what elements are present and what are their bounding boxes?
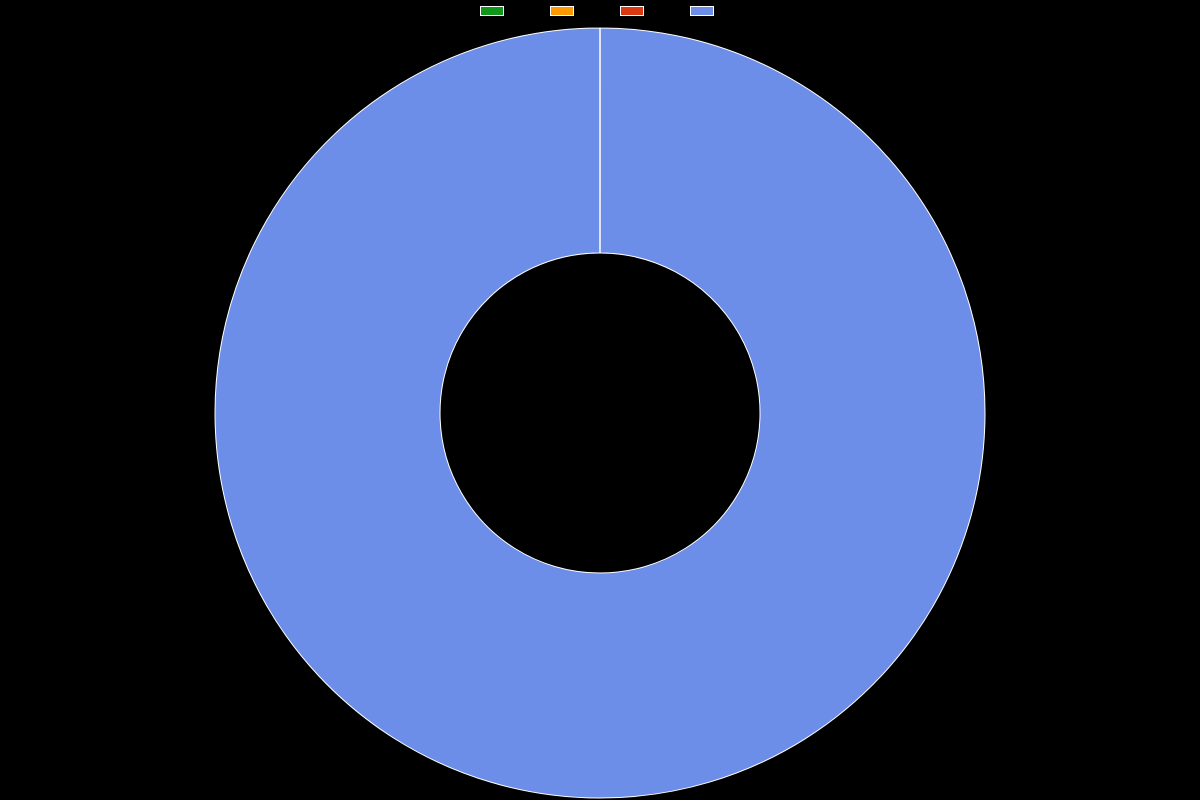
donut-svg	[0, 0, 1200, 800]
donut-chart	[0, 0, 1200, 800]
chart-page	[0, 0, 1200, 800]
